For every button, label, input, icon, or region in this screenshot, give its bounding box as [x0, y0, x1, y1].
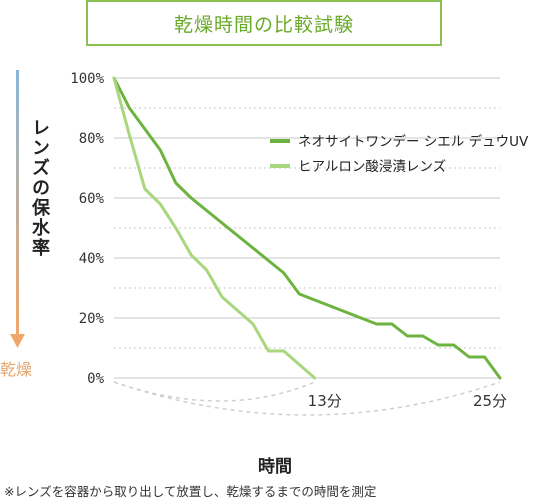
y-tick-label: 20%: [79, 311, 105, 327]
y-tick-label: 100%: [70, 71, 104, 87]
bracket-25min: [113, 381, 501, 416]
chart-title-box: 乾燥時間の比較試験: [86, 0, 442, 46]
end-label-13: 13分: [308, 392, 342, 410]
y-axis-label: レンズの保水率: [29, 118, 50, 258]
footnote: ※レンズを容器から取り出して放置し、乾燥するまでの時間を測定: [4, 484, 377, 499]
y-tick-label: 60%: [79, 191, 105, 207]
dry-arrow-head: [10, 334, 25, 348]
x-axis-label: 時間: [258, 457, 292, 477]
series-line-neosight: [112, 76, 502, 380]
y-tick-label: 80%: [79, 131, 105, 147]
legend-label-neosight: ネオサイトワンデー シエル デュウUV: [298, 133, 529, 150]
y-tick-label: 0%: [87, 371, 104, 387]
y-tick-label: 40%: [79, 251, 105, 267]
dry-arrow-shaft: [16, 70, 19, 338]
legend-label-hyaluronic: ヒアルロン酸浸漬レンズ: [298, 159, 446, 175]
series-line-hyaluronic: [112, 76, 317, 380]
chart-title: 乾燥時間の比較試験: [173, 13, 354, 36]
dry-label: 乾燥: [0, 360, 33, 379]
bracket-13min: [113, 381, 316, 402]
end-label-25: 25分: [473, 392, 507, 410]
